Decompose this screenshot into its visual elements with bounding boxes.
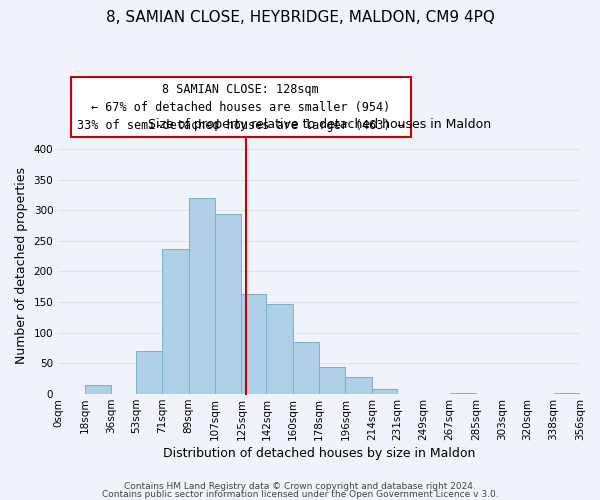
Bar [372, 390, 397, 394]
Bar [449, 392, 476, 394]
Bar [162, 248, 188, 394]
Text: 8 SAMIAN CLOSE: 128sqm
← 67% of detached houses are smaller (954)
33% of semi-de: 8 SAMIAN CLOSE: 128sqm ← 67% of detached… [77, 82, 404, 132]
Text: Contains HM Land Registry data © Crown copyright and database right 2024.: Contains HM Land Registry data © Crown c… [124, 482, 476, 491]
Bar [241, 294, 266, 394]
Text: 8, SAMIAN CLOSE, HEYBRIDGE, MALDON, CM9 4PQ: 8, SAMIAN CLOSE, HEYBRIDGE, MALDON, CM9 … [106, 10, 494, 25]
Bar [266, 304, 293, 394]
Title: Size of property relative to detached houses in Maldon: Size of property relative to detached ho… [148, 118, 491, 132]
X-axis label: Distribution of detached houses by size in Maldon: Distribution of detached houses by size … [163, 447, 475, 460]
Bar [188, 198, 215, 394]
Bar [293, 342, 319, 394]
Bar [319, 368, 346, 394]
Bar [136, 351, 162, 394]
Y-axis label: Number of detached properties: Number of detached properties [15, 166, 28, 364]
Bar [554, 392, 580, 394]
Bar [346, 376, 372, 394]
Bar [215, 214, 241, 394]
Bar [85, 384, 111, 394]
Text: Contains public sector information licensed under the Open Government Licence v : Contains public sector information licen… [101, 490, 499, 499]
